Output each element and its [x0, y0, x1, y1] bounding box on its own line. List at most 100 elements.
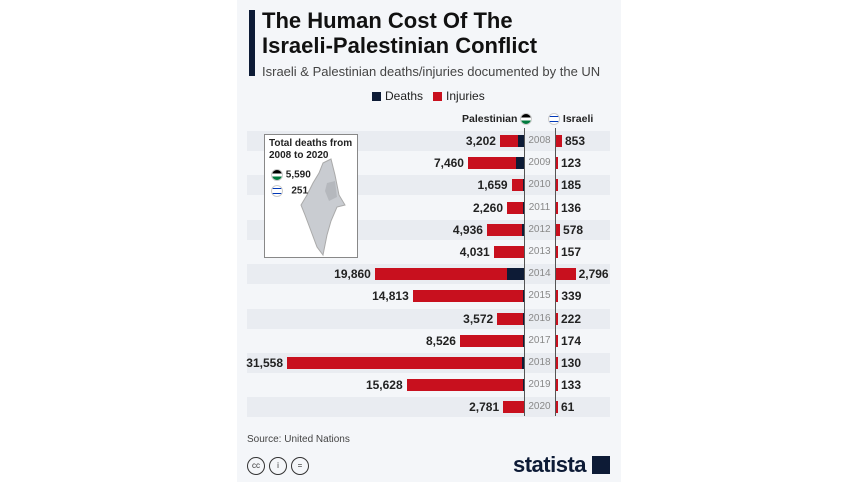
infographic-card: The Human Cost Of The Israeli-Palestinian… — [237, 0, 621, 482]
israeli-injuries-bar — [556, 179, 558, 192]
palestinian-deaths-bar — [522, 290, 524, 303]
year-label: 2015 — [528, 290, 551, 302]
year-label: 2010 — [528, 179, 551, 191]
year-label: 2012 — [528, 223, 551, 235]
israeli-value-label: 157 — [561, 245, 582, 259]
palestinian-injuries-bar — [493, 246, 524, 258]
palestinian-injuries-bar — [287, 357, 522, 369]
palestine-flag-icon — [271, 169, 283, 181]
israeli-total-deaths: 251 — [291, 185, 309, 197]
palestinian-deaths-bar — [523, 179, 524, 192]
year-label: 2008 — [528, 135, 551, 146]
year-label: 2020 — [528, 401, 551, 413]
israeli-injuries-bar — [556, 290, 559, 303]
title-accent-bar — [249, 10, 255, 76]
year-label: 2014 — [528, 268, 551, 280]
inset-title-line-2: 2008 to 2020 — [269, 150, 329, 161]
chart-row-2017: 8,526 2017 174 — [247, 331, 610, 351]
source-note: Source: United Nations — [247, 434, 350, 445]
year-label: 2016 — [528, 312, 551, 324]
palestinian-deaths-bar — [523, 201, 524, 214]
palestinian-value-label: 7,460 — [433, 156, 464, 171]
title-line-2: Israeli-Palestinian Conflict — [262, 33, 538, 58]
palestinian-injuries-bar — [503, 401, 524, 414]
no-derivatives-icon: = — [291, 457, 309, 475]
palestinian-deaths-bar — [517, 135, 524, 147]
title-line-1: The Human Cost Of The — [262, 8, 513, 33]
palestinian-value-label: 3,202 — [465, 134, 496, 148]
palestinian-deaths-bar — [523, 379, 524, 392]
palestinian-deaths-bar — [506, 268, 524, 281]
palestinian-injuries-bar — [511, 179, 524, 192]
israeli-value-label: 61 — [561, 400, 575, 415]
israeli-injuries-bar — [556, 401, 558, 414]
israeli-value-label: 853 — [564, 134, 585, 148]
palestinian-injuries-bar — [459, 334, 524, 347]
palestinian-value-label: 1,659 — [477, 178, 508, 193]
palestinian-injuries-bar — [406, 379, 523, 392]
palestinian-value-label: 31,558 — [246, 356, 283, 370]
israeli-injuries-bar — [556, 334, 558, 347]
chart-row-2016: 3,572 2016 222 — [247, 308, 610, 329]
palestinian-injuries-bar — [486, 223, 523, 236]
legend-injuries: Injuries — [433, 89, 485, 103]
israeli-injuries-bar — [556, 201, 558, 214]
chart-row-2018: 31,558 2018 130 — [246, 353, 610, 373]
chart-subtitle: Israeli & Palestinian deaths/injuries do… — [262, 64, 601, 79]
israeli-value-label: 222 — [561, 311, 582, 326]
statista-logo: statista — [513, 452, 610, 478]
palestinian-value-label: 4,936 — [452, 222, 483, 237]
israeli-value-label: 185 — [561, 178, 582, 193]
palestinian-deaths-bar — [523, 334, 524, 347]
palestinian-value-label: 19,860 — [334, 267, 371, 282]
chart-row-2013: 4,031 2013 157 — [247, 242, 610, 262]
israeli-value-label: 578 — [563, 222, 584, 237]
inset-title-line-1: Total deaths from — [269, 138, 353, 149]
israeli-value-label: 136 — [561, 200, 582, 215]
israeli-injuries-bar — [556, 357, 558, 369]
chart-row-2019: 15,628 2019 133 — [247, 375, 610, 395]
palestinian-deaths-bar — [521, 357, 524, 369]
israeli-injuries-bar — [556, 223, 561, 236]
chart-row-2011: 2,260 2011 136 — [247, 198, 610, 218]
chart-row-2015: 14,813 2015 339 — [247, 286, 610, 306]
palestinian-value-label: 4,031 — [459, 245, 490, 259]
palestinian-deaths-bar — [515, 157, 524, 170]
israeli-value-label: 123 — [561, 156, 582, 171]
israeli-injuries-bar — [556, 157, 558, 170]
year-label: 2019 — [528, 379, 551, 391]
palestinian-deaths-bar — [522, 223, 524, 236]
license-icons: cc i = — [247, 457, 309, 475]
israeli-injuries-bar — [556, 312, 558, 325]
cc-icon: cc — [247, 457, 265, 475]
palestinian-injuries-bar — [497, 312, 524, 325]
palestinian-header: Palestinian — [462, 113, 533, 126]
year-label: 2017 — [528, 334, 551, 346]
israeli-value-label: 174 — [561, 333, 582, 348]
chart-title: The Human Cost Of The Israeli-Palestinian… — [262, 8, 537, 58]
israeli-injuries-bar — [556, 135, 562, 147]
israeli-value-label: 133 — [561, 378, 582, 393]
chart-row-2009: 7,460 2009 123 — [247, 153, 610, 173]
year-label: 2013 — [528, 246, 551, 257]
palestinian-total-deaths: 5,590 — [285, 169, 311, 181]
palestinian-value-label: 15,628 — [365, 378, 403, 393]
year-label: 2009 — [528, 157, 551, 169]
chart-row-2020: 2,781 2020 61 — [247, 397, 610, 418]
israeli-value-label: 130 — [561, 356, 582, 370]
palestinian-injuries-bar — [507, 201, 524, 214]
israel-flag-icon — [271, 185, 283, 197]
israeli-axis-line — [555, 128, 556, 416]
palestinian-injuries-bar — [467, 157, 516, 170]
palestinian-value-label: 8,526 — [425, 333, 456, 348]
legend-deaths: Deaths — [372, 89, 423, 103]
palestinian-value-label: 2,781 — [469, 400, 500, 415]
israeli-injuries-bar — [556, 246, 558, 258]
palestinian-injuries-bar — [499, 135, 518, 147]
year-label: 2011 — [528, 201, 551, 213]
palestinian-axis-line — [524, 128, 525, 416]
attribution-icon: i — [269, 457, 287, 475]
legend: Deaths Injuries — [372, 89, 485, 103]
israel-flag-icon — [548, 113, 560, 126]
israeli-value-label: 2,796 — [578, 267, 609, 282]
